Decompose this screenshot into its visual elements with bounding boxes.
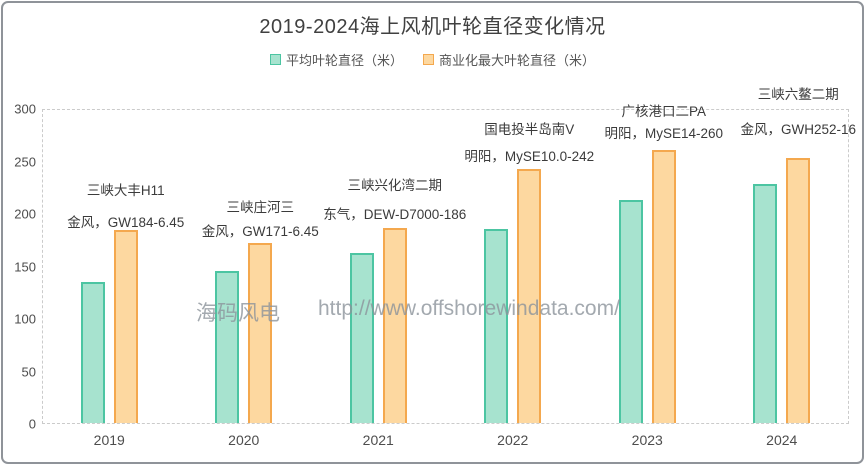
annotation-project-2020: 三峡庄河三 — [226, 200, 295, 215]
x-tick-label-2022: 2022 — [497, 432, 529, 448]
x-tick-label-2021: 2021 — [362, 432, 394, 448]
annotation-project-2023: 广核港口二PA — [621, 104, 707, 119]
chart-title: 2019-2024海上风机叶轮直径变化情况 — [259, 16, 606, 38]
annotation-model-2022: 明阳，MySE10.0-242 — [464, 149, 595, 164]
avg-diameter-bar-2022[interactable] — [484, 228, 509, 423]
legend-swatch-icon — [269, 54, 281, 65]
max-diameter-bar-2024[interactable] — [786, 158, 811, 423]
max-diameter-bar-2021[interactable] — [382, 227, 407, 423]
x-tick-label-2020: 2020 — [228, 432, 260, 448]
max-diameter-bar-2019[interactable] — [113, 229, 138, 423]
legend-label: 平均叶轮直径（米） — [285, 53, 403, 68]
y-tick-label: 0 — [28, 416, 36, 432]
plot-area — [42, 109, 849, 424]
max-diameter-bar-2020[interactable] — [248, 243, 273, 423]
annotation-model-2024: 金风，GWH252-16 — [740, 122, 857, 137]
y-tick-label: 250 — [14, 154, 36, 169]
x-tick-label-2023: 2023 — [631, 432, 663, 448]
legend-label: 商业化最大叶轮直径（米） — [439, 53, 596, 68]
avg-diameter-bar-2023[interactable] — [618, 200, 643, 423]
max-diameter-bar-2023[interactable] — [651, 150, 676, 423]
annotation-project-2021: 三峡兴化湾二期 — [347, 178, 443, 193]
annotation-model-2020: 金风，GW171-6.45 — [201, 224, 319, 239]
max-diameter-bar-2022[interactable] — [517, 168, 542, 423]
avg-diameter-bar-2020[interactable] — [215, 270, 240, 423]
x-tick-label-2019: 2019 — [93, 432, 125, 448]
y-tick-label: 100 — [14, 311, 36, 327]
avg-diameter-bar-2021[interactable] — [349, 252, 374, 423]
y-tick-label: 200 — [14, 206, 36, 222]
avg-diameter-bar-2024[interactable] — [753, 183, 778, 423]
annotation-project-2019: 三峡大丰H11 — [86, 183, 165, 198]
annotation-project-2024: 三峡六鳌二期 — [757, 87, 839, 102]
annotation-model-2019: 金风，GW184-6.45 — [67, 215, 185, 230]
y-tick-label: 50 — [21, 364, 36, 379]
chart-legend: 平均叶轮直径（米） 商业化最大叶轮直径（米） — [3, 50, 862, 69]
avg-diameter-bar-2019[interactable] — [80, 282, 105, 423]
y-tick-label: 300 — [14, 101, 36, 117]
legend-item-average[interactable]: 平均叶轮直径（米） — [269, 50, 403, 69]
legend-item-max[interactable]: 商业化最大叶轮直径（米） — [423, 50, 595, 69]
annotation-project-2022: 国电投半岛南V — [484, 122, 575, 137]
annotation-model-2023: 明阳，MySE14-260 — [604, 126, 724, 141]
annotation-model-2021: 东气，DEW-D7000-186 — [323, 207, 467, 222]
y-tick-label: 150 — [14, 259, 36, 274]
x-tick-label-2024: 2024 — [766, 432, 798, 448]
legend-swatch-icon — [423, 54, 434, 65]
